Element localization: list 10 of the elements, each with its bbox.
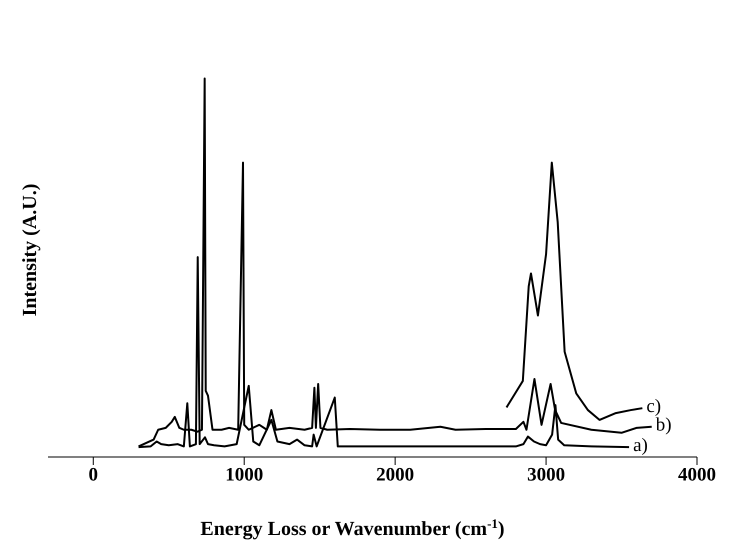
series-label: b) xyxy=(656,414,672,436)
series-label: a) xyxy=(633,435,648,456)
y-axis-title: Intensity (A.U.) xyxy=(19,184,41,316)
series-label: c) xyxy=(646,396,662,418)
x-tick-label: 4000 xyxy=(678,464,716,486)
x-tick-label: 3000 xyxy=(527,464,566,486)
x-tick-label: 0 xyxy=(88,464,98,486)
x-tick-label: 1000 xyxy=(225,464,264,486)
x-tick-label: 2000 xyxy=(376,464,414,486)
x-axis-title: Energy Loss or Wavenumber (cm$^{-1}$) xyxy=(200,516,505,540)
